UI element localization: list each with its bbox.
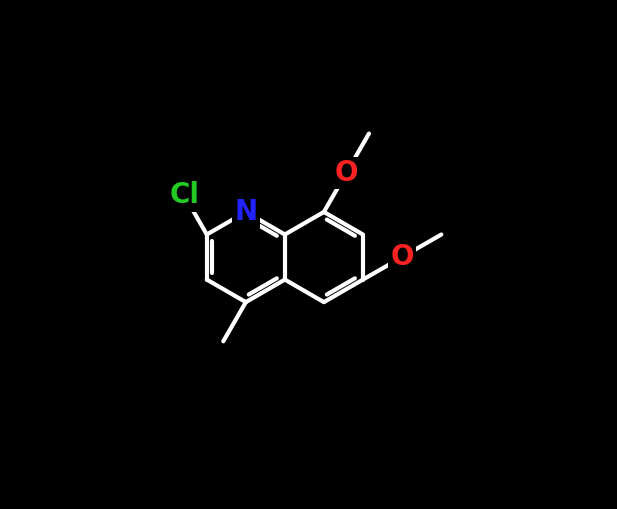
Text: Cl: Cl	[169, 181, 199, 209]
Text: O: O	[391, 243, 414, 271]
Text: N: N	[234, 198, 257, 226]
Text: O: O	[334, 159, 358, 187]
